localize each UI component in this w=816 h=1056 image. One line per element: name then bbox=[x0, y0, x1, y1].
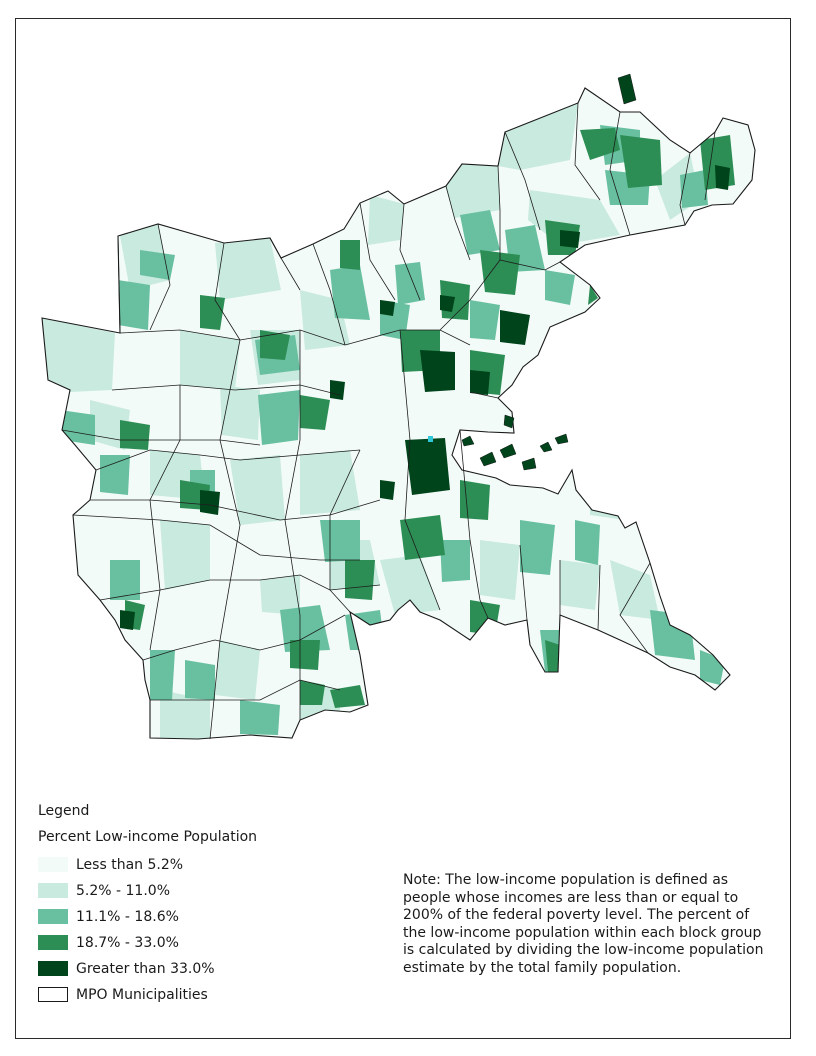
municipal-boundaries bbox=[61, 102, 716, 740]
legend-label: 5.2% - 11.0% bbox=[76, 883, 170, 899]
legend-title: Legend bbox=[38, 803, 90, 819]
harbor-islands bbox=[461, 73, 637, 471]
legend-label: MPO Municipalities bbox=[76, 987, 208, 1003]
legend-label: Less than 5.2% bbox=[76, 857, 184, 873]
legend-label: Greater than 33.0% bbox=[76, 961, 215, 977]
legend-swatch bbox=[38, 909, 68, 924]
legend-label: 18.7% - 33.0% bbox=[76, 935, 179, 951]
class-5-blocks bbox=[120, 165, 730, 630]
legend-label: 11.1% - 18.6% bbox=[76, 909, 179, 925]
water-accent bbox=[428, 436, 433, 442]
legend-subtitle: Percent Low-income Population bbox=[38, 829, 258, 845]
legend-swatch bbox=[38, 961, 68, 976]
legend-swatch bbox=[38, 857, 68, 872]
legend-swatch bbox=[38, 987, 68, 1002]
map-frame bbox=[15, 18, 791, 1039]
note-text: Note: The low-income population is defin… bbox=[403, 872, 764, 976]
region-outline bbox=[41, 87, 756, 740]
legend-swatch bbox=[38, 935, 68, 950]
legend-swatch bbox=[38, 883, 68, 898]
